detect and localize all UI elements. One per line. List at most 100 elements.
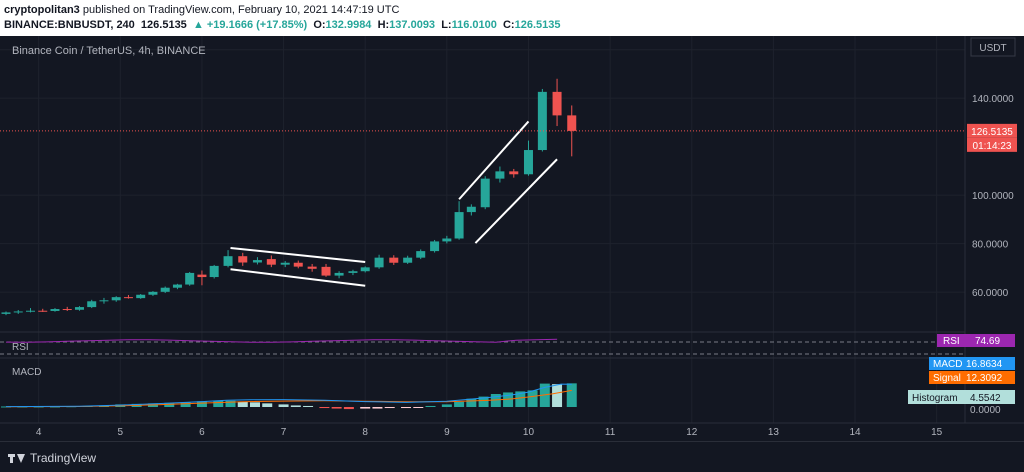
histogram-bar bbox=[401, 407, 412, 409]
publisher-name[interactable]: cryptopolitan3 bbox=[4, 4, 80, 16]
candle-down bbox=[321, 266, 331, 276]
candle-up bbox=[523, 150, 533, 175]
candles[interactable] bbox=[1, 78, 577, 316]
histogram-bar bbox=[180, 402, 191, 407]
histogram-bar bbox=[213, 400, 224, 407]
candle-down bbox=[38, 310, 48, 312]
histogram-bar bbox=[319, 407, 330, 409]
countdown-text: 01:14:23 bbox=[973, 141, 1012, 152]
histogram-bar bbox=[515, 391, 526, 407]
candle-up bbox=[87, 301, 97, 308]
time-tick-label: 12 bbox=[686, 427, 698, 438]
histogram-bar bbox=[262, 403, 273, 407]
histogram-bar bbox=[343, 407, 354, 410]
histogram-bar bbox=[503, 392, 514, 407]
time-tick-label: 11 bbox=[605, 427, 616, 438]
open-label: O: bbox=[313, 19, 326, 31]
macd-pane[interactable]: MACD MACD 16.8634 Signal 12.3092 Histogr… bbox=[0, 357, 1015, 416]
histogram-bar bbox=[413, 407, 424, 408]
price-tick-label: 140.0000 bbox=[972, 94, 1014, 105]
histogram-bar bbox=[527, 390, 538, 407]
tradingview-logo[interactable]: TradingView bbox=[8, 451, 96, 465]
price-tick-label: 60.0000 bbox=[972, 288, 1009, 299]
macd-badge-label: MACD bbox=[933, 359, 962, 370]
candle-up bbox=[280, 262, 290, 265]
candle-down bbox=[567, 115, 577, 131]
histogram-bar bbox=[1, 406, 11, 408]
low-value: 116.0100 bbox=[451, 19, 497, 31]
candle-up bbox=[209, 265, 219, 278]
grid-lines bbox=[0, 36, 965, 423]
time-tick-label: 9 bbox=[444, 427, 450, 438]
trendlines[interactable] bbox=[230, 120, 558, 287]
last-price-badge-text: 126.5135 bbox=[971, 127, 1013, 138]
candle-down bbox=[293, 262, 303, 267]
histogram-bar bbox=[225, 400, 236, 407]
histogram-bar bbox=[249, 402, 260, 407]
chart-canvas[interactable]: Binance Coin / TetherUS, 4h, BINANCE 160… bbox=[0, 36, 1024, 441]
close-label: C: bbox=[502, 19, 515, 31]
histogram-bar bbox=[164, 402, 175, 407]
time-tick-label: 4 bbox=[36, 427, 42, 438]
histogram-bar bbox=[278, 404, 289, 407]
histogram-badge-value: 4.5542 bbox=[970, 393, 1001, 404]
macd-histogram bbox=[1, 383, 577, 410]
histogram-bar bbox=[425, 405, 436, 407]
candle-up bbox=[537, 91, 547, 151]
macd-zero-label: 0.0000 bbox=[970, 405, 1001, 416]
histogram-bar bbox=[478, 396, 489, 407]
trendline-channel-bottom bbox=[474, 158, 558, 244]
histogram-bar bbox=[490, 394, 501, 407]
candle-up bbox=[136, 294, 146, 299]
time-tick-label: 14 bbox=[849, 427, 861, 438]
high-value: 137.0093 bbox=[389, 19, 436, 31]
high-label: H: bbox=[377, 19, 390, 31]
histogram-bar bbox=[331, 407, 342, 409]
time-tick-label: 10 bbox=[523, 427, 535, 438]
price-tick-label: 100.0000 bbox=[972, 191, 1014, 202]
candle-up bbox=[442, 238, 452, 242]
candle-up bbox=[348, 271, 358, 273]
candle-down bbox=[389, 257, 399, 263]
candle-up bbox=[454, 212, 464, 239]
histogram-bar bbox=[372, 407, 383, 409]
time-tick-label: 13 bbox=[768, 427, 780, 438]
close-value: 126.5135 bbox=[514, 19, 561, 31]
time-axis-labels: 4 5 6 7 8 9 10 11 12 13 14 15 bbox=[36, 427, 943, 438]
signal-value-badge bbox=[929, 371, 1015, 384]
histogram-bar bbox=[454, 401, 465, 407]
candle-up bbox=[111, 297, 121, 301]
macd-value-badge bbox=[929, 357, 1015, 370]
candle-up bbox=[360, 267, 370, 272]
time-tick-label: 8 bbox=[362, 427, 368, 438]
candle-down bbox=[62, 309, 72, 311]
candle-up bbox=[403, 257, 413, 263]
macd-line bbox=[5, 383, 572, 408]
histogram-bar bbox=[290, 405, 301, 407]
histogram-bar bbox=[466, 398, 477, 407]
candle-up bbox=[223, 256, 233, 266]
currency-label: USDT bbox=[979, 43, 1006, 54]
candle-up bbox=[148, 291, 158, 295]
candle-down bbox=[552, 91, 562, 116]
rsi-pane[interactable]: RSI RSI 74.69 bbox=[0, 331, 1015, 355]
candle-down bbox=[509, 171, 519, 175]
candle-down bbox=[197, 274, 207, 278]
candle-up bbox=[160, 287, 170, 292]
trendline-flag-bottom bbox=[230, 268, 366, 287]
symbol-ohlc-line: BINANCE:BNBUSDT, 240 126.5135 ▲ +19.1666… bbox=[4, 19, 560, 31]
candle-up bbox=[1, 312, 11, 314]
time-axis[interactable]: 4 5 6 7 8 9 10 11 12 13 14 15 bbox=[0, 422, 1024, 438]
candle-up bbox=[495, 171, 505, 179]
histogram-label: Histogram bbox=[912, 393, 958, 404]
price-tick-label: 80.0000 bbox=[972, 240, 1009, 251]
last-price-badge bbox=[967, 123, 1017, 138]
published-header: cryptopolitan3 published on TradingView.… bbox=[0, 0, 1024, 36]
rsi-badge-label: RSI bbox=[943, 336, 960, 347]
currency-box[interactable] bbox=[970, 37, 1016, 57]
histogram-bar bbox=[441, 404, 452, 407]
candle-up bbox=[74, 307, 84, 310]
time-tick-label: 15 bbox=[931, 427, 943, 438]
